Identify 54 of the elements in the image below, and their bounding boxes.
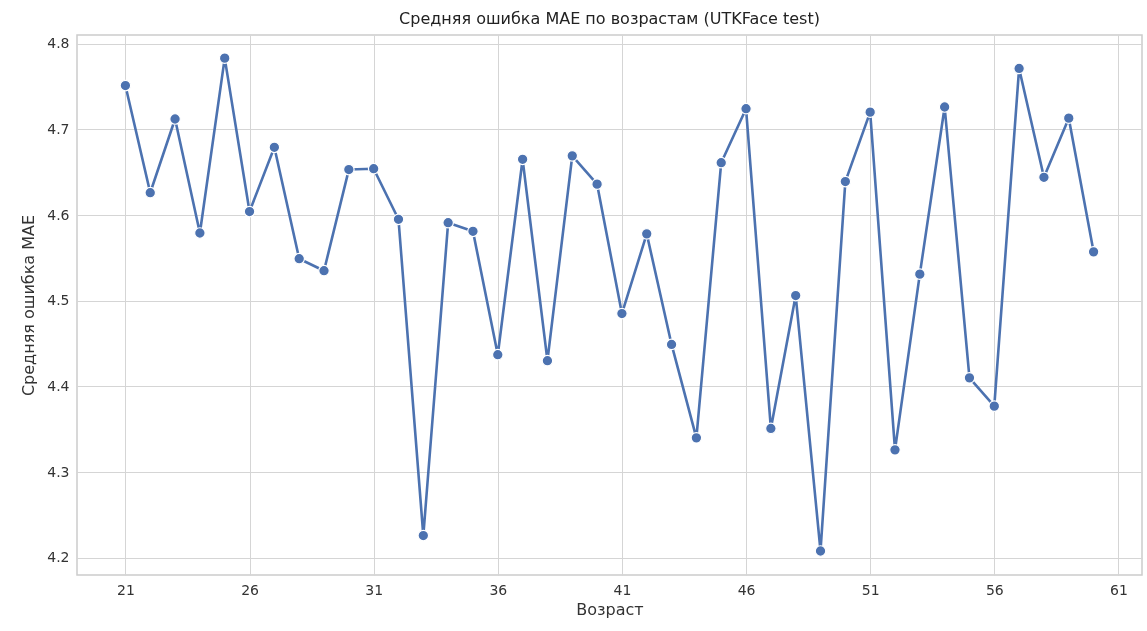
x-tick-label: 51 [861,581,880,598]
x-tick-label: 56 [985,581,1004,598]
point [367,162,380,175]
x-tick-label: 41 [613,581,632,598]
y-tick-label: 4.2 [47,549,70,566]
point [243,205,256,218]
point [690,432,703,444]
x-tick-label: 61 [1110,581,1128,598]
y-tick-label: 4.7 [47,120,70,137]
point [491,348,504,361]
point [467,225,479,238]
point [268,141,281,154]
point [765,422,777,435]
point [318,264,330,277]
point [342,163,355,176]
point [119,79,132,92]
point [194,227,206,239]
point [715,156,728,169]
point [963,372,976,384]
x-tick-label: 46 [737,581,756,598]
point [541,354,554,367]
y-tick-label: 4.6 [47,206,70,223]
y-tick-label: 4.3 [47,463,70,480]
point [864,106,877,118]
point [789,289,802,302]
point [566,150,579,162]
y-axis-title: Средняя ошибка MAE [19,214,39,397]
x-tick-label: 36 [489,581,508,598]
point [516,153,529,166]
point [913,268,926,280]
x-tick-label: 21 [117,581,135,598]
y-tick-label: 4.4 [47,377,70,394]
chart-title: Средняя ошибка MAE по возрастам (UTKFace test) [399,9,820,28]
point [616,307,628,320]
point [889,444,901,456]
point [640,228,653,240]
point [293,252,306,265]
y-tick-label: 4.5 [47,292,70,309]
point [417,529,430,542]
point [218,52,231,64]
point [169,113,181,125]
point [839,175,852,188]
x-tick-label: 26 [241,581,260,598]
point [144,186,157,199]
point [591,178,603,190]
x-axis-title: Возраст [576,599,644,619]
point [1013,62,1025,75]
point [392,213,405,226]
point [814,545,827,557]
point [988,400,1001,412]
y-tick-label: 4.8 [47,35,70,52]
point [1062,112,1075,124]
x-tick-label: 31 [365,581,384,598]
point [740,102,752,115]
